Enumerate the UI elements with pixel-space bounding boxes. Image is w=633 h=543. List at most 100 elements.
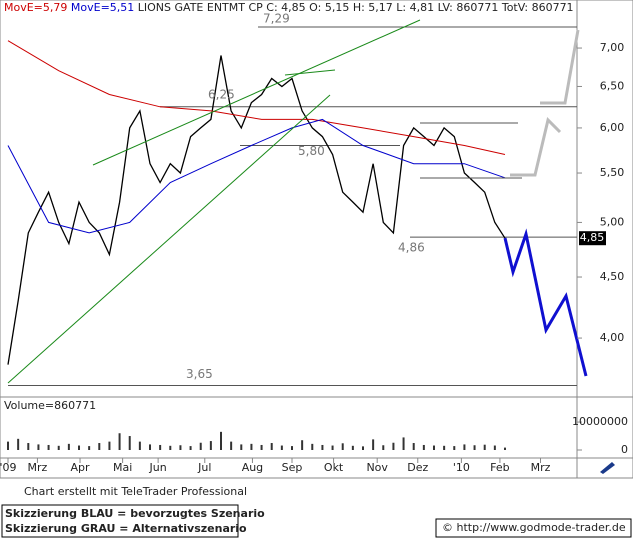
- moving-average: [7, 118, 506, 234]
- legend-grey: Skizzierung GRAU = Alternativszenario: [5, 522, 247, 535]
- volume-bar: [118, 433, 121, 450]
- volume-bar: [128, 436, 131, 450]
- volume-bar: [301, 440, 304, 450]
- copyright: © http://www.godmode-trader.de: [442, 521, 626, 534]
- x-tick-label: Mai: [113, 461, 132, 474]
- volume-bar: [483, 444, 486, 450]
- volume-bar: [432, 445, 435, 450]
- grey-scenario: [510, 117, 562, 177]
- volume-bar: [27, 443, 30, 450]
- level-label: 4,86: [398, 241, 425, 255]
- y-tick-label: 5,50: [600, 166, 625, 179]
- volume-bar: [189, 446, 192, 450]
- volume-bar: [230, 441, 233, 450]
- volume-bar: [422, 444, 425, 450]
- volume-title: Volume=860771: [4, 399, 96, 412]
- volume-bar: [331, 445, 334, 450]
- volume-bar: [290, 446, 293, 450]
- y-tick-label: 4,00: [600, 331, 625, 344]
- volume-bar: [209, 441, 212, 450]
- volume-bar: [453, 446, 456, 450]
- ma2-label: MovE=5,51: [71, 1, 134, 14]
- volume-bar: [463, 444, 466, 450]
- volume-bar: [7, 441, 10, 450]
- blue-scenario: [503, 228, 588, 377]
- volume-bar: [199, 442, 202, 450]
- x-tick-label: Mrz: [28, 461, 48, 474]
- volume-bar: [412, 443, 415, 450]
- last-price-label: 4,85: [580, 231, 605, 244]
- volume-bar: [240, 444, 243, 450]
- grey-scenario: [540, 29, 580, 105]
- volume-bar: [382, 445, 385, 450]
- volume-tick-label: 10000000: [572, 415, 628, 428]
- volume-bar: [17, 438, 20, 450]
- volume-bar: [402, 437, 405, 450]
- x-tick-label: Apr: [71, 461, 91, 474]
- info: LIONS GATE ENTMT CP C: 4,85 O: 5,15 H: 5…: [138, 1, 574, 14]
- level-label: 5,80: [298, 144, 325, 158]
- x-tick-label: Mrz: [531, 461, 551, 474]
- volume-bar: [351, 445, 354, 450]
- volume-bar: [311, 443, 314, 450]
- x-tick-label: Nov: [366, 461, 388, 474]
- volume-bar: [37, 444, 40, 450]
- volume-bar: [98, 443, 101, 450]
- trend-line: [284, 69, 336, 76]
- volume-bar: [280, 445, 283, 450]
- x-tick-label: '09: [0, 461, 17, 474]
- volume-bar: [260, 444, 263, 450]
- volume-bar: [220, 431, 223, 450]
- volume-bar: [169, 445, 172, 450]
- x-tick-label: Okt: [324, 461, 344, 474]
- volume-bar: [88, 446, 91, 450]
- x-tick-label: Feb: [490, 461, 509, 474]
- level-label: 3,65: [186, 367, 213, 381]
- volume-bar: [78, 445, 81, 450]
- volume-bar: [47, 444, 50, 450]
- volume-bar: [372, 439, 375, 450]
- volume-bar: [443, 445, 446, 450]
- volume-bar: [179, 445, 182, 450]
- credit: Chart erstellt mit TeleTrader Profession…: [24, 485, 247, 498]
- legend-blue: Skizzierung BLAU = bevorzugtes Szenario: [5, 507, 265, 520]
- volume-bar: [57, 445, 60, 450]
- channel-line: [7, 94, 331, 384]
- channel-line: [92, 19, 421, 166]
- price-line: [7, 55, 506, 365]
- legend-box: [1, 504, 239, 538]
- volume-bar: [270, 443, 273, 450]
- ma1-label: MovE=5,79: [4, 1, 67, 14]
- volume-bar: [392, 442, 395, 450]
- pencil-icon[interactable]: [600, 462, 615, 474]
- volume-bar: [108, 441, 111, 450]
- volume-bar: [503, 447, 506, 450]
- level-label: 6,25: [208, 87, 235, 101]
- y-tick-label: 5,00: [600, 215, 625, 228]
- volume-bar: [138, 441, 141, 450]
- volume-bar: [321, 444, 324, 450]
- header: MovE=5,79 MovE=5,51 LIONS GATE ENTMT CP …: [4, 1, 574, 14]
- level-label: 7,29: [263, 12, 290, 26]
- x-tick-label: Dez: [407, 461, 428, 474]
- y-tick-label: 4,50: [600, 270, 625, 283]
- copyright-box: [435, 518, 632, 538]
- x-tick-label: Jul: [197, 461, 211, 474]
- volume-bar: [67, 443, 70, 450]
- y-tick-label: 6,00: [600, 121, 625, 134]
- volume-bar: [473, 445, 476, 450]
- moving-average: [7, 40, 506, 155]
- volume-bar: [493, 445, 496, 450]
- volume-bar: [250, 443, 253, 450]
- x-tick-label: '10: [453, 461, 470, 474]
- volume-bar: [361, 446, 364, 450]
- volume-tick-label: 0: [621, 443, 628, 456]
- volume-bar: [149, 444, 152, 450]
- y-tick-label: 7,00: [600, 41, 625, 54]
- x-tick-label: Sep: [282, 461, 303, 474]
- volume-bar: [159, 444, 162, 450]
- x-tick-label: Aug: [242, 461, 263, 474]
- y-tick-label: 6,50: [600, 79, 625, 92]
- volume-bar: [341, 443, 344, 450]
